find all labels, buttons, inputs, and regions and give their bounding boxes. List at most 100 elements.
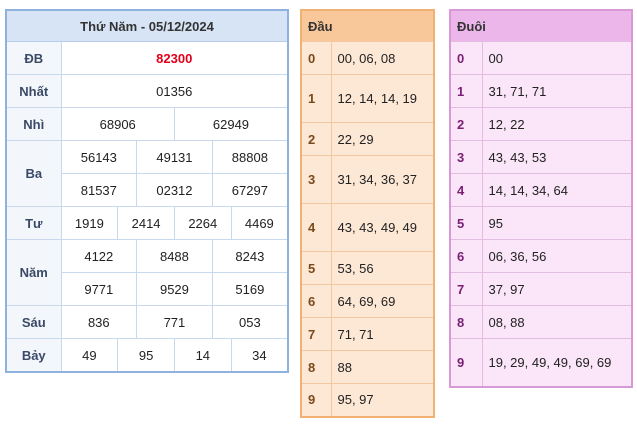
prize-number: 1919 [60, 206, 119, 240]
duoi-digit: 2 [449, 107, 483, 141]
duoi-row: 3 43, 43, 53 [449, 140, 633, 174]
dau-values: 22, 29 [330, 122, 435, 156]
prize-number: 053 [211, 305, 289, 339]
duoi-table: Đuôi 0 00 1 31, 71, 71 2 12, 22 3 43, 43… [449, 9, 633, 388]
prize-label: Tư [5, 206, 62, 240]
duoi-header: Đuôi [449, 9, 486, 42]
dau-row: 0 00, 06, 08 [300, 41, 435, 75]
dau-values: 71, 71 [330, 317, 435, 351]
dau-values: 12, 14, 14, 19 [330, 74, 435, 123]
prize-number: 9529 [136, 272, 213, 306]
duoi-values: 19, 29, 49, 49, 69, 69 [481, 338, 633, 387]
dau-row: 3 31, 34, 36, 37 [300, 155, 435, 204]
prize-number: 02312 [136, 173, 213, 207]
dau-values: 95, 97 [330, 383, 435, 417]
dau-values: 31, 34, 36, 37 [330, 155, 435, 204]
duoi-values: 95 [481, 206, 633, 240]
prize-number: 62949 [173, 107, 289, 141]
duoi-row: 1 31, 71, 71 [449, 74, 633, 108]
prize-number: 49 [60, 338, 119, 373]
duoi-row: 5 95 [449, 206, 633, 240]
prize-number: 14 [173, 338, 232, 373]
results-title: Thứ Năm - 05/12/2024 [5, 9, 289, 42]
dau-header: Đầu [300, 9, 333, 42]
duoi-row: 2 12, 22 [449, 107, 633, 141]
dau-digit: 4 [300, 203, 332, 252]
results-table: Thứ Năm - 05/12/2024 ĐB 82300 Nhất 01356… [5, 9, 289, 373]
duoi-digit: 0 [449, 41, 483, 75]
dau-digit: 9 [300, 383, 332, 417]
dau-values: 43, 43, 49, 49 [330, 203, 435, 252]
prize-number: 2264 [173, 206, 232, 240]
prize-number: 81537 [60, 173, 138, 207]
dau-digit: 2 [300, 122, 332, 156]
duoi-digit: 1 [449, 74, 483, 108]
dau-values: 64, 69, 69 [330, 284, 435, 318]
prize-row-db: ĐB 82300 [5, 41, 289, 75]
duoi-digit: 4 [449, 173, 483, 207]
dau-row: 2 22, 29 [300, 122, 435, 156]
dau-row: 1 12, 14, 14, 19 [300, 74, 435, 123]
prize-row-sau: Sáu 836 771 053 [5, 305, 289, 339]
prize-number: 67297 [211, 173, 289, 207]
dau-digit: 7 [300, 317, 332, 351]
prize-label: Ba [5, 140, 62, 207]
prize-number: 8243 [211, 239, 289, 273]
dau-values: 00, 06, 08 [330, 41, 435, 75]
dau-table: Đầu 0 00, 06, 08 1 12, 14, 14, 19 2 22, … [300, 9, 435, 418]
prize-label: ĐB [5, 41, 62, 75]
dau-values: 88 [330, 350, 435, 384]
prize-number: 4122 [60, 239, 138, 273]
prize-number: 836 [60, 305, 138, 339]
duoi-values: 08, 88 [481, 305, 633, 339]
prize-label: Nhất [5, 74, 62, 108]
dau-header-row: Đầu [300, 9, 435, 42]
duoi-row: 6 06, 36, 56 [449, 239, 633, 273]
duoi-digit: 5 [449, 206, 483, 240]
dau-row: 5 53, 56 [300, 251, 435, 285]
dau-digit: 0 [300, 41, 332, 75]
duoi-digit: 3 [449, 140, 483, 174]
dau-header-blank [330, 9, 435, 42]
prize-number: 68906 [60, 107, 175, 141]
prize-number: 9771 [60, 272, 138, 306]
duoi-values: 00 [481, 41, 633, 75]
dau-digit: 8 [300, 350, 332, 384]
prize-row-nhi: Nhì 68906 62949 [5, 107, 289, 141]
prize-number: 8488 [136, 239, 213, 273]
duoi-digit: 6 [449, 239, 483, 273]
prize-row-bay: Bảy 49 95 14 34 [5, 338, 289, 373]
prize-number: 49131 [136, 140, 213, 174]
prize-row-ba-2: 81537 02312 67297 [6, 173, 289, 207]
prize-number: 5169 [211, 272, 289, 306]
dau-values: 53, 56 [330, 251, 435, 285]
duoi-digit: 8 [449, 305, 483, 339]
dau-digit: 5 [300, 251, 332, 285]
prize-number: 771 [136, 305, 213, 339]
prize-row-ba: Ba 56143 49131 88808 [5, 140, 289, 207]
duoi-row: 7 37, 97 [449, 272, 633, 306]
prize-number: 2414 [117, 206, 175, 240]
prize-number: 34 [230, 338, 289, 373]
prize-label: Năm [5, 239, 62, 306]
prize-row-nam: Năm 4122 8488 8243 [5, 239, 289, 306]
prize-label: Sáu [5, 305, 62, 339]
prize-row-nhat: Nhất 01356 [5, 74, 289, 108]
dau-digit: 6 [300, 284, 332, 318]
duoi-values: 14, 14, 34, 64 [481, 173, 633, 207]
dau-digit: 1 [300, 74, 332, 123]
dau-row: 8 88 [300, 350, 435, 384]
duoi-digit: 7 [449, 272, 483, 306]
duoi-header-row: Đuôi [449, 9, 633, 42]
duoi-values: 31, 71, 71 [481, 74, 633, 108]
duoi-values: 43, 43, 53 [481, 140, 633, 174]
duoi-values: 37, 97 [481, 272, 633, 306]
duoi-row: 4 14, 14, 34, 64 [449, 173, 633, 207]
duoi-values: 12, 22 [481, 107, 633, 141]
dau-row: 6 64, 69, 69 [300, 284, 435, 318]
duoi-values: 06, 36, 56 [481, 239, 633, 273]
prize-row-nam-2: 9771 9529 5169 [6, 272, 289, 306]
duoi-digit: 9 [449, 338, 483, 387]
dau-row: 4 43, 43, 49, 49 [300, 203, 435, 252]
duoi-row: 0 00 [449, 41, 633, 75]
